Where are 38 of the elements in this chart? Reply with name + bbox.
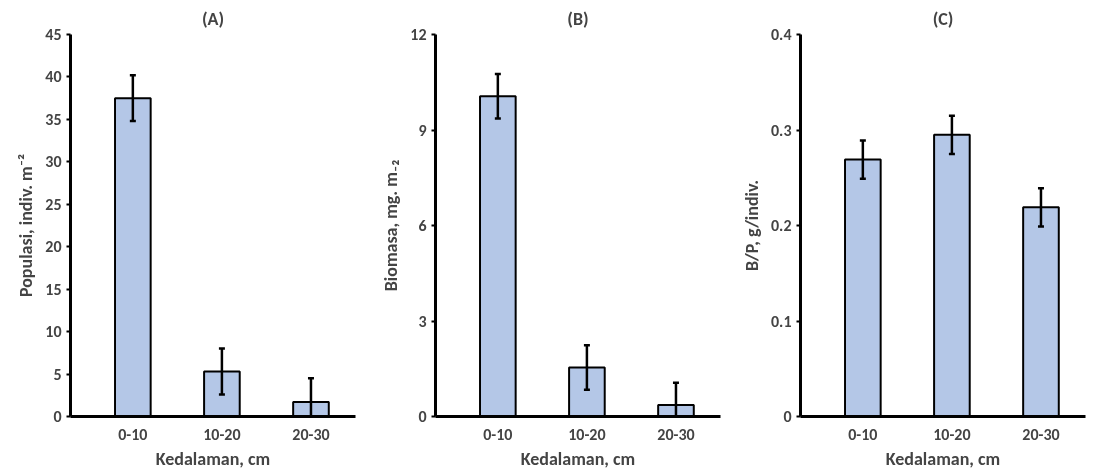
x-tick-label: 0-10: [848, 424, 878, 444]
y-tick-label: 0.3: [771, 120, 792, 140]
y-tick-label: 0.2: [771, 216, 792, 235]
x-tick-label: 0-10: [483, 424, 513, 444]
y-tick-label: 25: [45, 194, 62, 214]
y-axis-title: Biomasa, mg. m₋₂: [380, 159, 403, 292]
x-tick-label: 20-30: [292, 424, 330, 444]
x-tick-label: 0-10: [118, 424, 148, 444]
y-tick-label: 0.1: [771, 311, 792, 331]
x-tick-label: 10-20: [203, 424, 241, 444]
y-tick-label: 0: [783, 407, 792, 426]
x-tick-label: 10-20: [933, 424, 971, 444]
y-tick-label: 0: [418, 407, 427, 426]
y-tick-label: 35: [45, 109, 62, 129]
x-tick-label: 20-30: [1022, 424, 1060, 444]
y-tick-label: 0: [53, 407, 62, 426]
y-tick-label: 45: [45, 25, 62, 44]
y-tick-label: 9: [418, 120, 427, 140]
y-tick-label: 6: [418, 216, 427, 235]
chart-title: (A): [201, 7, 225, 30]
x-axis-title: Kedalaman, cm: [885, 447, 1001, 470]
y-tick-label: 3: [418, 311, 427, 331]
y-tick-label: 0.4: [771, 25, 792, 44]
y-tick-label: 40: [45, 67, 62, 87]
chart-title: (B): [567, 7, 589, 30]
y-tick-label: 20: [45, 237, 62, 257]
y-tick-label: 12: [410, 25, 427, 44]
x-tick-label: 20-30: [657, 424, 695, 444]
y-tick-label: 10: [45, 322, 62, 342]
chart-title: (C): [932, 7, 954, 30]
y-tick-label: 15: [45, 279, 62, 299]
y-tick-label: 5: [53, 364, 62, 384]
y-axis-title: B/P, g/indiv.: [741, 179, 764, 272]
x-axis-title: Kedalaman, cm: [155, 447, 271, 470]
y-axis-title: Populasi, indiv. m⁻²: [15, 153, 38, 298]
y-tick-label: 30: [45, 152, 62, 172]
x-tick-label: 10-20: [568, 424, 606, 444]
x-axis-title: Kedalaman, cm: [520, 447, 636, 470]
